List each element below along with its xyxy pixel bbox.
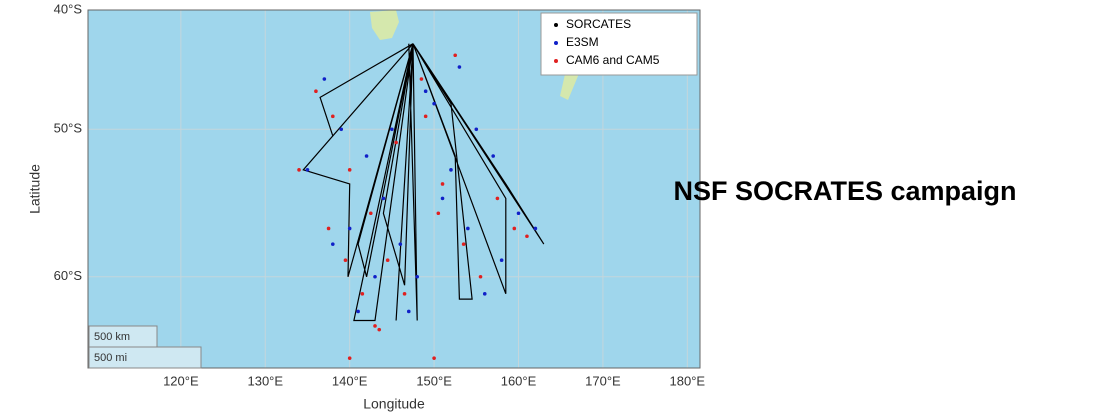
scale-bar-mi	[88, 346, 202, 369]
model-point	[461, 242, 466, 246]
model-point	[415, 274, 420, 279]
model-point	[339, 127, 344, 132]
y-tick-label: 60°S	[54, 268, 83, 283]
model-point	[457, 65, 462, 69]
x-tick-label: 180°E	[670, 373, 706, 388]
legend-marker	[554, 23, 558, 27]
model-point	[360, 292, 365, 296]
legend	[540, 12, 698, 76]
legend-label: SORCATES	[566, 17, 631, 31]
model-point	[322, 77, 327, 81]
model-point	[512, 226, 517, 231]
model-point	[491, 154, 495, 158]
x-tick-label: 170°E	[585, 373, 621, 388]
x-tick-label: 140°E	[332, 373, 368, 388]
model-point	[373, 274, 377, 279]
model-point	[466, 226, 470, 231]
model-point	[440, 182, 445, 186]
legend-marker	[554, 59, 558, 63]
model-point	[495, 196, 500, 201]
model-point	[343, 258, 348, 263]
model-point	[364, 154, 369, 158]
model-point	[440, 196, 445, 201]
model-point	[390, 127, 394, 132]
model-point	[423, 89, 428, 94]
model-point	[432, 101, 436, 106]
model-point	[516, 211, 521, 216]
x-tick-label: 160°E	[501, 373, 537, 388]
model-point	[373, 324, 377, 328]
legend-label: CAM6 and CAM5	[566, 53, 660, 67]
plot-frame	[87, 9, 701, 369]
model-point	[499, 258, 504, 263]
model-point	[297, 168, 301, 172]
model-point	[381, 196, 386, 201]
x-tick-label: 150°E	[416, 373, 452, 388]
model-point	[314, 89, 318, 94]
model-point	[436, 211, 441, 216]
model-point	[331, 114, 335, 119]
model-point	[453, 53, 458, 58]
y-tick-label: 40°S	[54, 1, 83, 16]
model-point	[423, 114, 428, 119]
model-point	[377, 327, 382, 332]
y-axis-label: Latitude	[27, 164, 43, 214]
flight-track	[302, 43, 545, 322]
legend-entries: SORCATES E3SM CAM6 and CAM5	[554, 17, 660, 67]
model-point	[331, 242, 335, 246]
model-point	[406, 309, 411, 314]
model-point	[347, 168, 352, 172]
model-point	[385, 258, 390, 263]
scale-label: 500 km	[94, 331, 130, 343]
model-point	[305, 168, 310, 172]
model-point	[419, 77, 424, 81]
model-point	[347, 356, 352, 360]
legend-marker	[554, 41, 558, 45]
x-tick-label: 130°E	[247, 373, 283, 388]
model-point	[402, 292, 407, 296]
model-point	[432, 356, 436, 360]
model-point	[398, 242, 403, 246]
model-point	[449, 168, 453, 172]
model-point	[356, 309, 360, 314]
model-point	[533, 226, 538, 231]
model-point	[525, 234, 529, 239]
legend-label: E3SM	[566, 35, 599, 49]
marks	[297, 43, 545, 360]
y-tick-label: 50°S	[54, 121, 83, 136]
annotation: NSF SOCRATES campaign	[673, 176, 1016, 206]
tasmania	[370, 10, 399, 40]
model-point	[394, 140, 398, 145]
model-point	[482, 292, 487, 296]
x-axis-label: Longitude	[363, 396, 425, 412]
model-point	[368, 211, 373, 216]
scale-label: 500 mi	[94, 352, 127, 364]
model-point	[474, 127, 479, 132]
model-point	[478, 274, 483, 279]
model-point	[326, 226, 331, 231]
model-point	[347, 226, 352, 231]
x-tick-label: 120°E	[163, 373, 199, 388]
